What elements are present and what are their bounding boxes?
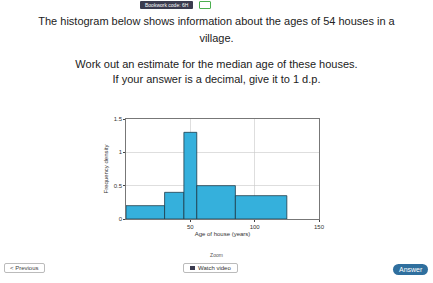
- svg-text:Frequency density: Frequency density: [103, 144, 109, 193]
- html-text:The histogram below shows info: The histogram below shows information ab…: [38, 15, 395, 44]
- html-text:Bookwork code: 6H: Bookwork code: 6H: [145, 1, 189, 8]
- svg-text:100: 100: [250, 224, 261, 230]
- svg-text:0.5: 0.5: [114, 183, 123, 189]
- svg-text:0: 0: [119, 216, 123, 222]
- html-text:Answer: Answer: [399, 266, 423, 273]
- svg-text:1.5: 1.5: [114, 116, 123, 122]
- svg-text:50: 50: [187, 224, 194, 230]
- html-text:Watch video: Watch video: [198, 265, 231, 271]
- svg-text:1: 1: [119, 149, 123, 155]
- html-text:< Previous: < Previous: [10, 265, 39, 271]
- html-text:Work out an estimate for the m: Work out an estimate for the median age …: [75, 58, 358, 70]
- svg-text:150: 150: [314, 224, 325, 230]
- svg-text:Age of house (years): Age of house (years): [195, 231, 251, 237]
- html-text:Zoom: Zoom: [210, 252, 223, 258]
- html-text:If your answer is a decimal, g: If your answer is a decimal, give it to …: [112, 73, 321, 85]
